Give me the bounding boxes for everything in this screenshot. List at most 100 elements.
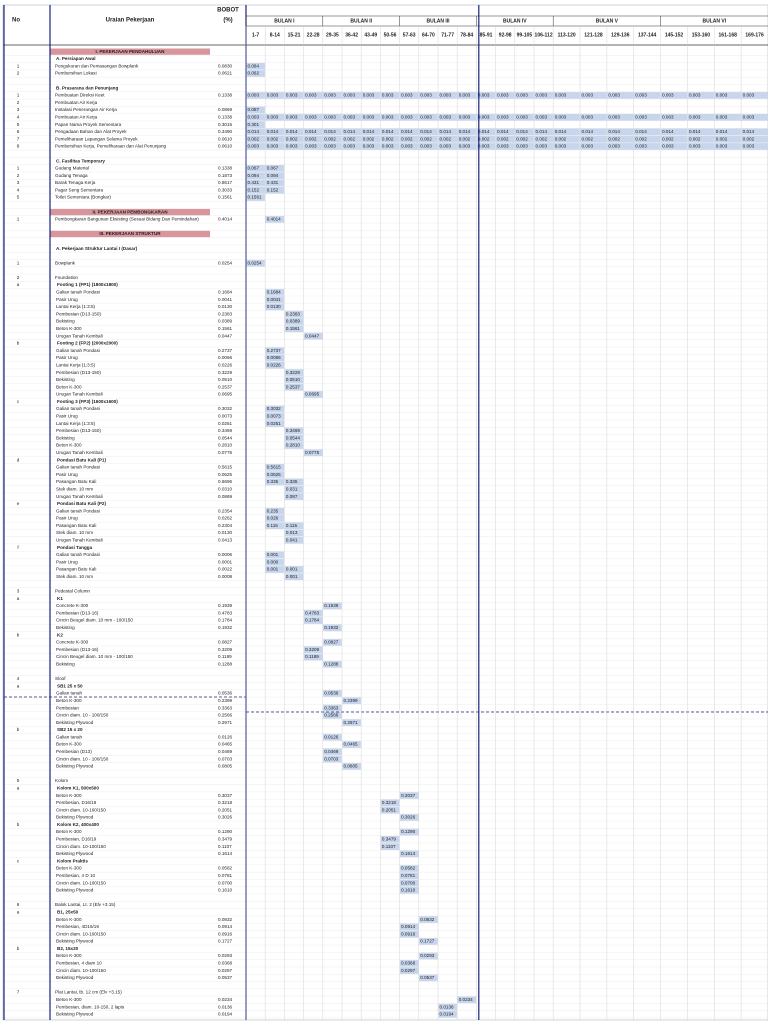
schedule-value: 0.014 [363, 129, 375, 134]
row-text: Beton K-300 [56, 917, 82, 922]
schedule-value: 0.0625 [267, 472, 281, 477]
schedule-cell [495, 92, 515, 99]
schedule-value: 0.1189 [305, 654, 319, 659]
row-no: c [17, 399, 20, 404]
row-bobot: 0.1338 [218, 166, 232, 171]
row-bobot: 0.0537 [218, 975, 232, 980]
schedule-cell [246, 92, 265, 99]
schedule-value: 0.003 [267, 115, 279, 120]
row-bobot: 0.2737 [218, 348, 232, 353]
schedule-cell [284, 92, 304, 99]
schedule-value: 0.0827 [324, 640, 338, 645]
schedule-cell [284, 143, 304, 150]
schedule-value: 0.014 [324, 129, 336, 134]
schedule-cell [580, 135, 607, 143]
row-text: Gudang Tenaga [55, 173, 88, 178]
row-text: Pembesian, diam. 10-150, 2 lapis [56, 1004, 125, 1009]
schedule-value: 0.014 [401, 129, 413, 134]
schedule-cell [342, 135, 361, 143]
schedule-value: 0.0293 [420, 953, 434, 958]
schedule-value: 0.002 [478, 136, 490, 141]
week-label: 145-152 [665, 32, 684, 38]
schedule-value: 0.003 [516, 144, 528, 149]
schedule-value: 0.0234 [459, 997, 473, 1002]
schedule-cell [265, 347, 285, 355]
row-text: Beton K-300 [56, 953, 82, 958]
schedule-value: 0.003 [662, 93, 674, 98]
schedule-cell [303, 92, 323, 99]
schedule-value: 0.0226 [267, 362, 281, 367]
row-bobot: 0.3363 [218, 705, 232, 710]
row-text: Bekisting Plywood [56, 720, 94, 725]
row-bobot: 0.0610 [218, 136, 232, 141]
week-label: 43-49 [364, 32, 377, 38]
schedule-value: 0.026 [267, 516, 279, 521]
schedule-cell [284, 566, 304, 573]
schedule-cell [380, 843, 400, 850]
schedule-cell [284, 522, 304, 530]
schedule-value: 0.094 [248, 173, 260, 178]
schedule-value: 0.003 [248, 144, 260, 149]
row-bobot: 0.2051 [218, 807, 232, 812]
schedule-value: 0.003 [382, 144, 394, 149]
schedule-value: 0.1561 [286, 326, 300, 331]
schedule-cell [438, 113, 457, 121]
schedule-cell [246, 172, 265, 179]
row-text: Pasir Urug [56, 355, 78, 360]
schedule-cell [534, 143, 553, 150]
schedule-cell [399, 92, 419, 99]
schedule-cell [687, 128, 714, 136]
schedule-cell [687, 135, 714, 143]
row-text: Pasir Urug [56, 297, 78, 302]
schedule-value: 0.003 [344, 115, 356, 120]
schedule-cell [342, 719, 361, 726]
schedule-cell [380, 113, 400, 121]
schedule-value: 0.003 [382, 115, 394, 120]
row-text: Pasir Urug [56, 516, 78, 521]
schedule-value: 0.003 [401, 144, 413, 149]
schedule-cell [419, 135, 438, 143]
schedule-value: 0.0775 [305, 450, 319, 455]
schedule-value: 0.003 [582, 144, 594, 149]
schedule-cell [553, 113, 580, 121]
row-text: Bekisting Plywood [56, 764, 94, 769]
row-text: Galian tanah Pondasi [56, 465, 100, 470]
schedule-cell [438, 128, 457, 136]
schedule-cell [265, 515, 285, 522]
schedule-cell [476, 135, 496, 143]
row-text: SB1 25 x 50 [57, 683, 83, 688]
schedule-value: 0.0914 [401, 924, 415, 929]
schedule-cell [457, 113, 477, 121]
schedule-value: 0.003 [635, 115, 647, 120]
row-no: a [17, 785, 20, 790]
schedule-value: 0.041 [286, 538, 298, 543]
schedule-value: 0.087 [248, 107, 260, 112]
schedule-value: 0.4014 [267, 217, 281, 222]
schedule-cell [265, 522, 285, 530]
schedule-cell [342, 128, 361, 136]
schedule-value: 0.003 [459, 115, 471, 120]
schedule-cell [342, 741, 361, 748]
schedule-cell [284, 434, 304, 442]
schedule-cell [361, 135, 381, 143]
schedule-value: 0.002 [582, 136, 594, 141]
schedule-cell [284, 478, 304, 486]
row-text: Pembuatan Direksi Keet [55, 93, 105, 98]
week-label: 64-70 [422, 32, 435, 38]
row-text: Pembesian, D16/19 [56, 837, 97, 842]
schedule-cell [265, 405, 285, 413]
schedule-cell [361, 143, 381, 150]
row-text: Pedestal Column [55, 589, 90, 594]
row-no: 2 [17, 275, 20, 280]
row-bobot: 0.2810 [218, 443, 232, 448]
schedule-cell [419, 113, 438, 121]
schedule-cell [399, 814, 419, 821]
row-text: Urugan Tanah Kembali [56, 538, 103, 543]
schedule-cell [399, 887, 419, 894]
schedule-value: 0.4783 [305, 610, 319, 615]
row-bobot: 0.0610 [218, 144, 232, 149]
schedule-value: 0.3479 [382, 837, 396, 842]
schedule-value: 0.003 [689, 93, 701, 98]
schedule-cell [534, 135, 553, 143]
row-no: 4 [17, 187, 20, 192]
